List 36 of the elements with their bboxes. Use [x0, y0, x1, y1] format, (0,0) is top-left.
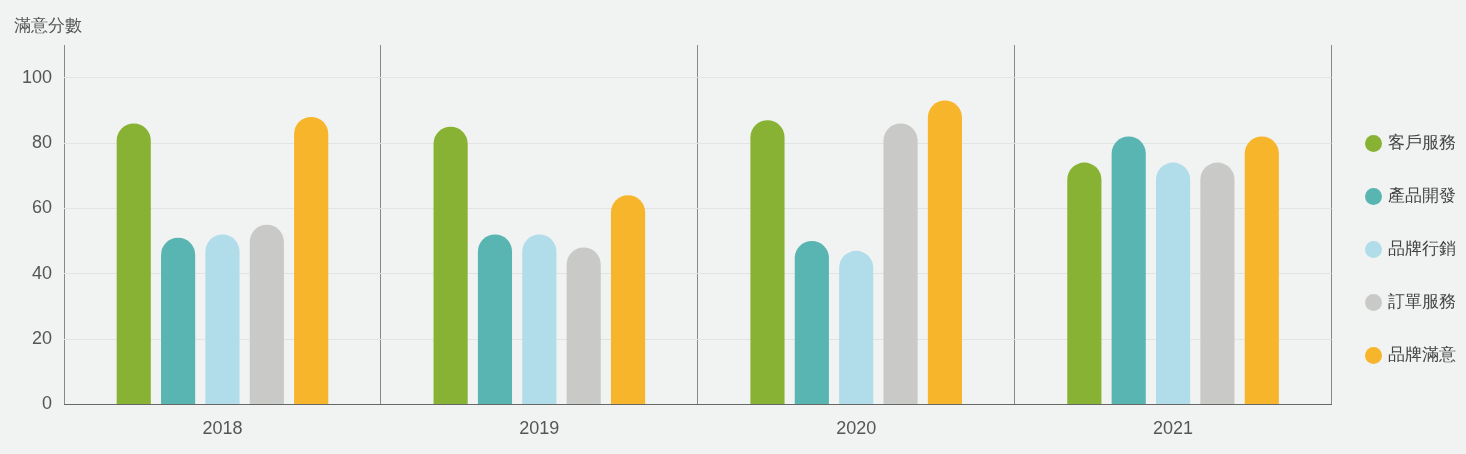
bar: [116, 123, 151, 404]
bar: [205, 234, 240, 404]
y-tick-label: 40: [32, 262, 53, 283]
y-axis-title: 滿意分數: [14, 14, 82, 37]
bar: [839, 250, 874, 404]
bar: [477, 234, 513, 404]
x-tick-label: 2020: [836, 418, 877, 439]
bar: [1111, 136, 1146, 404]
y-tick-label: 0: [42, 393, 53, 414]
legend-label: 品牌滿意: [1388, 343, 1456, 364]
x-tick-label: 2018: [202, 418, 243, 439]
bar: [610, 195, 646, 404]
x-tick-label: 2021: [1153, 418, 1194, 439]
bar: [433, 126, 468, 404]
legend-label: 客戶服務: [1388, 131, 1456, 152]
bar: [566, 247, 601, 404]
bar: [1200, 162, 1235, 404]
bar: [750, 120, 785, 404]
bar: [883, 123, 918, 404]
bar: [1244, 136, 1279, 404]
bar: [161, 237, 196, 404]
bar: [249, 224, 284, 404]
bar: [927, 100, 962, 404]
y-tick-label: 100: [21, 66, 53, 87]
y-tick-label: 80: [32, 131, 53, 152]
legend-label: 訂單服務: [1388, 290, 1456, 311]
bar: [294, 116, 329, 404]
bar: [1155, 162, 1191, 404]
bar: [522, 234, 557, 404]
y-tick-label: 60: [32, 197, 53, 218]
bar: [1067, 162, 1102, 404]
legend-label: 產品開發: [1388, 184, 1456, 205]
x-tick-label: 2019: [519, 418, 560, 439]
y-tick-label: 20: [32, 328, 53, 349]
legend-label: 品牌行銷: [1388, 237, 1456, 258]
bar: [794, 241, 829, 404]
